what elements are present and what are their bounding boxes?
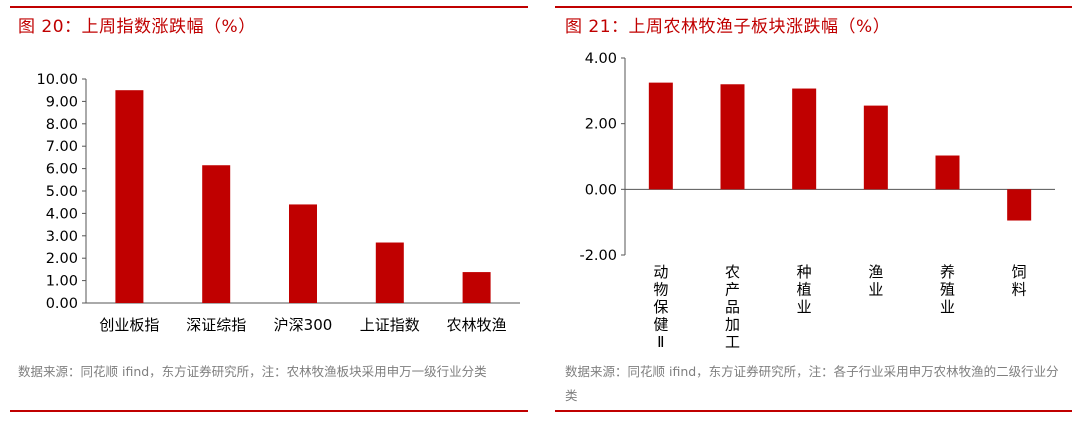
top-rule [555,6,1072,8]
top-rule [10,6,528,8]
x-tick-label: 养殖业 [940,263,955,316]
x-tick-label: 渔业 [868,263,883,299]
y-tick-label: 2.00 [585,117,617,133]
y-tick-label: 8.00 [46,117,78,133]
y-tick-label: 4.00 [585,51,617,67]
y-tick-label: 7.00 [46,139,78,155]
y-tick-label: 1.00 [46,274,78,290]
x-tick-label: 创业板指 [99,316,159,334]
bar [462,272,491,303]
y-tick-label: 0.00 [585,182,617,198]
y-tick-label: 0.00 [46,296,78,312]
bar [1007,189,1032,221]
bar [720,84,745,190]
x-tick-label: 沪深300 [274,316,333,334]
y-tick-label: 5.00 [46,184,78,200]
chart-title: 图 20：上周指数涨跌幅（%） [18,17,256,37]
y-tick-label: 9.00 [46,94,78,110]
bar [202,165,231,303]
bar [289,204,317,303]
x-tick-label: 种植业 [797,263,812,316]
left-bar-chart: 0.00 1.00 2.00 3.00 4.00 5.00 6.00 7.00 8.00 9.00… [36,72,520,334]
bottom-rule [10,410,528,412]
source-note: 数据来源：同花顺 ifind，东方证券研究所，注：各子行业采用申万农林牧渔的二级… [565,364,1059,403]
left-chart-panel: 图 20：上周指数涨跌幅（%） 0.00 1.00 2.00 3.00 4.00 5.00… [10,0,528,421]
y-tick-label: 10.00 [36,72,78,88]
bar [792,88,817,190]
chart-title: 图 21：上周农林牧渔子板块涨跌幅（%） [565,17,891,37]
y-tick-label: 3.00 [46,229,78,245]
bar [648,82,673,190]
x-tick-label: 饲料 [1012,263,1027,299]
x-tick-label: 农产品加工 [725,263,740,351]
bar [375,242,404,303]
right-chart-panel: 图 21：上周农林牧渔子板块涨跌幅（%） -2.00 0.00 2.00 4.00 动物… [555,0,1072,421]
bar [863,105,888,190]
x-tick-label: 上证指数 [360,316,420,334]
bottom-rule [555,410,1072,412]
y-tick-label: 2.00 [46,251,78,267]
source-note: 数据来源：同花顺 ifind，东方证券研究所，注：农林牧渔板块采用申万一级行业分… [18,364,487,379]
y-tick-label: 4.00 [46,206,78,222]
x-tick-label: 深证综指 [186,316,246,334]
bar [115,90,144,303]
x-tick-label: 农林牧渔 [447,316,507,334]
y-tick-label: -2.00 [579,248,617,264]
bar [935,155,960,190]
y-tick-label: 6.00 [46,162,78,178]
right-bar-chart: -2.00 0.00 2.00 4.00 动物保健 Ⅱ 农产品加工 种植业 渔业 养殖业 饲料 [579,51,1055,351]
x-tick-label: 动物保健 Ⅱ [653,263,668,351]
